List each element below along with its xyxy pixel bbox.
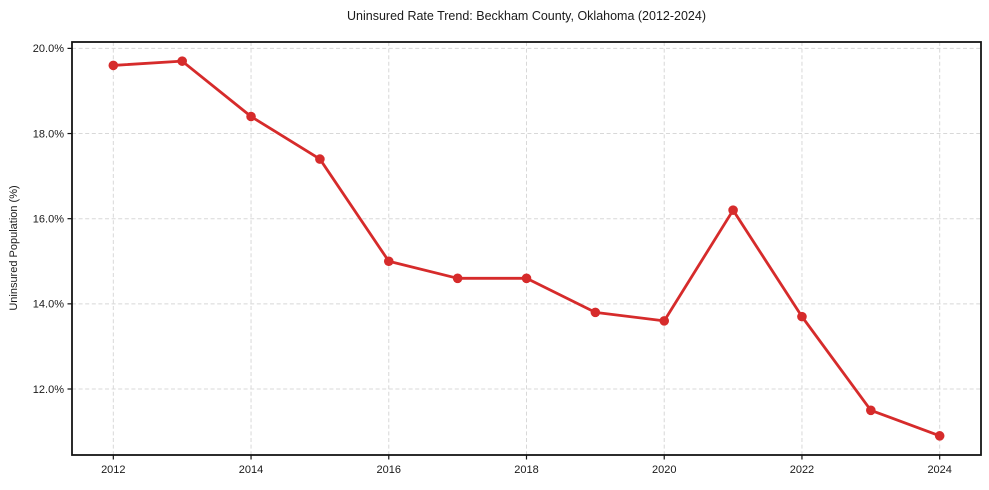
data-point-2014: [246, 111, 256, 122]
data-point-2019: [590, 307, 601, 318]
data-point-2016: [383, 256, 394, 267]
y-tick-label: 14.0%: [33, 299, 64, 311]
x-tick-label: 2020: [652, 464, 676, 476]
data-point-2018: [521, 273, 532, 284]
plot-border: [71, 41, 982, 456]
x-tick-label: 2014: [239, 464, 263, 476]
y-tick-label: 20.0%: [33, 43, 64, 55]
data-point-2015: [315, 154, 325, 164]
data-point-2020: [659, 316, 670, 326]
x-tick-label: 2024: [927, 464, 951, 476]
data-point-2013: [177, 56, 187, 66]
data-point-2023: [866, 405, 876, 416]
x-tick-label: 2012: [101, 464, 125, 476]
x-tick-label: 2018: [514, 464, 538, 476]
data-point-2012: [108, 60, 119, 71]
data-point-2024: [934, 431, 945, 441]
data-point-2021: [728, 205, 738, 215]
y-tick-label: 16.0%: [33, 213, 64, 225]
x-tick-label: 2016: [377, 464, 401, 476]
data-point-2022: [797, 311, 807, 322]
y-tick-label: 18.0%: [33, 128, 64, 140]
x-tick-label: 2022: [790, 464, 814, 476]
data-point-2017: [452, 273, 463, 284]
y-tick-label: 12.0%: [33, 384, 64, 396]
chart-title: Uninsured Rate Trend: Beckham County, Ok…: [347, 9, 706, 23]
